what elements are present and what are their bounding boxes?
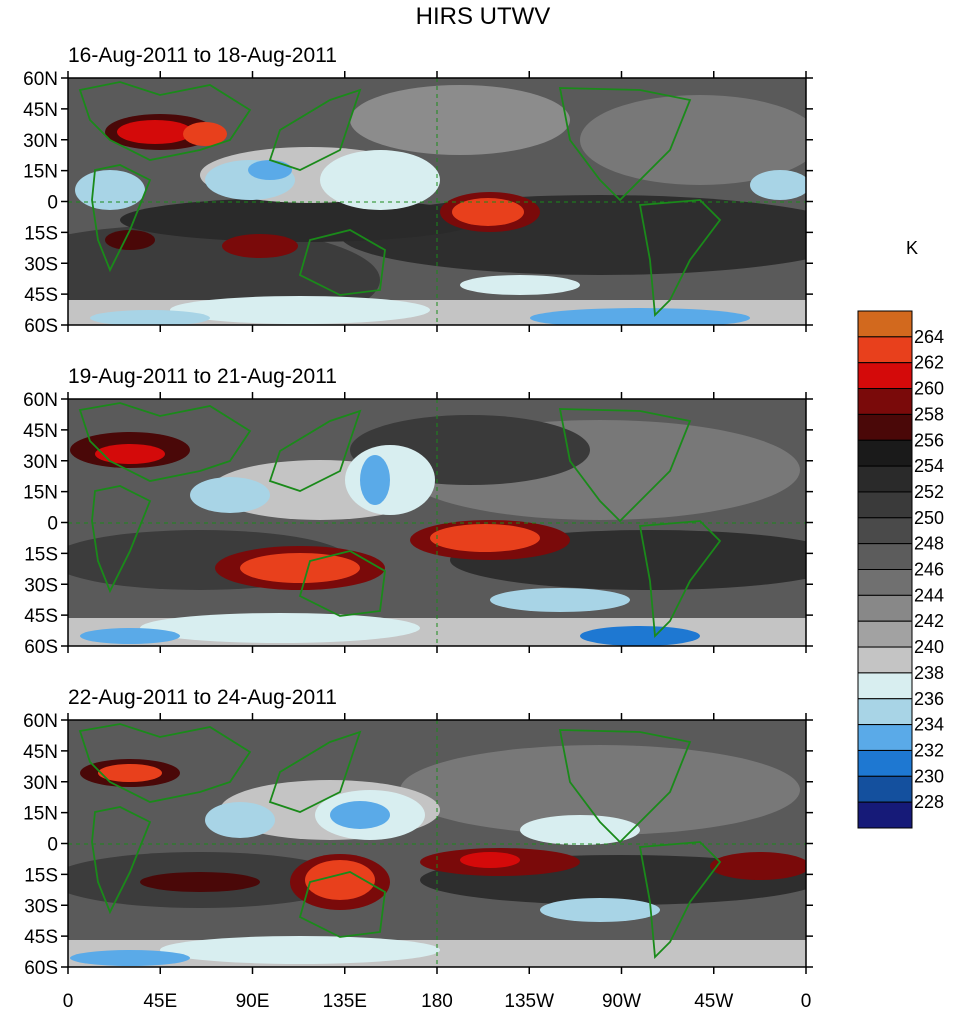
panel-1-title: 16-Aug-2011 to 18-Aug-2011 [68, 44, 337, 67]
lat-tick-label: 30S [24, 896, 58, 917]
colorbar-units-label: K [906, 238, 918, 258]
lat-tick-label: 45N [23, 100, 58, 121]
lat-tick-label: 15N [23, 162, 58, 183]
map-panel-2: 19-Aug-2011 to 21-Aug-2011 [67, 365, 807, 647]
colorbar: K 264 262 260 258 256 254 252 250 248 246 244 242 24… [857, 238, 944, 829]
colorbar-level-label: 262 [914, 353, 944, 373]
lat-tick-label: 60S [24, 637, 58, 658]
panel-2-title: 19-Aug-2011 to 21-Aug-2011 [68, 365, 337, 388]
colorbar-level-label: 228 [914, 792, 944, 812]
colorbar-swatch [857, 336, 913, 364]
colorbar-level-label: 234 [914, 715, 944, 735]
lon-tick-label: 90W [602, 991, 641, 1012]
lat-tick-label: 0 [47, 514, 58, 535]
colorbar-level-label: 254 [914, 456, 944, 476]
colorbar-level-label: 236 [914, 689, 944, 709]
colorbar-level-label: 242 [914, 611, 944, 631]
colorbar-swatch [857, 439, 913, 467]
lat-tick-label: 60N [23, 711, 58, 732]
colorbar-swatch [857, 672, 913, 700]
colorbar-swatch [857, 413, 913, 441]
colorbar-level-label: 264 [914, 327, 944, 347]
colorbar-swatch [857, 749, 913, 777]
lat-tick-label: 0 [47, 193, 58, 214]
colorbar-swatch [857, 465, 913, 493]
map-panel-1: 16-Aug-2011 to 18-Aug-2011 [67, 44, 807, 326]
colorbar-swatch [857, 594, 913, 622]
lat-tick-label: 15S [24, 865, 58, 886]
panel-1-field [68, 78, 806, 325]
map-panel-3: 22-Aug-2011 to 24-Aug-2011 [67, 686, 807, 968]
lat-tick-label: 45N [23, 421, 58, 442]
panel-2-field [68, 399, 806, 646]
lat-tick-label: 45S [24, 285, 58, 306]
lat-tick-label: 0 [47, 835, 58, 856]
panel-3-field [68, 720, 806, 967]
panel-3-title: 22-Aug-2011 to 24-Aug-2011 [68, 686, 337, 709]
lat-tick-label: 60N [23, 69, 58, 90]
lat-tick-label: 30S [24, 575, 58, 596]
lat-tick-label: 30N [23, 131, 58, 152]
colorbar-swatch [857, 569, 913, 596]
colorbar-swatch [857, 724, 913, 751]
colorbar-level-label: 260 [914, 379, 944, 399]
lat-tick-label: 15N [23, 804, 58, 825]
lon-tick-label: 135E [323, 991, 367, 1012]
lat-tick-label: 30N [23, 773, 58, 794]
lat-tick-label: 30N [23, 452, 58, 473]
colorbar-swatch [857, 388, 913, 415]
colorbar-swatch [857, 620, 913, 648]
colorbar-swatch [857, 517, 913, 545]
figure-title: HIRS UTWV [416, 3, 551, 30]
colorbar-swatch [857, 775, 913, 803]
lon-tick-label: 45E [143, 991, 177, 1012]
colorbar-swatch [857, 310, 913, 338]
colorbar-level-label: 256 [914, 430, 944, 450]
colorbar-level-label: 258 [914, 404, 944, 424]
colorbar-level-label: 232 [914, 740, 944, 760]
lon-tick-label: 45W [694, 991, 733, 1012]
lat-tick-label: 60S [24, 958, 58, 979]
colorbar-level-label: 240 [914, 637, 944, 657]
lat-tick-label: 60S [24, 316, 58, 337]
colorbar-swatch [857, 362, 913, 390]
lon-tick-label: 0 [63, 991, 74, 1012]
lon-tick-label: 90E [236, 991, 270, 1012]
colorbar-level-label: 246 [914, 560, 944, 580]
lat-tick-label: 45N [23, 742, 58, 763]
lat-tick-label: 15N [23, 483, 58, 504]
lat-tick-label: 15S [24, 544, 58, 565]
colorbar-level-label: 244 [914, 585, 944, 605]
colorbar-swatch [857, 801, 913, 829]
colorbar-swatch [857, 543, 913, 571]
colorbar-level-label: 248 [914, 534, 944, 554]
colorbar-level-label: 250 [914, 508, 944, 528]
colorbar-level-label: 238 [914, 663, 944, 683]
lat-tick-label: 60N [23, 390, 58, 411]
colorbar-swatch [857, 491, 913, 519]
lon-tick-label: 135W [504, 991, 554, 1012]
lat-tick-label: 15S [24, 223, 58, 244]
lat-tick-label: 45S [24, 927, 58, 948]
colorbar-swatch [857, 646, 913, 674]
lat-tick-label: 45S [24, 606, 58, 627]
axis-ticks: 60N 45N 30N 15N 0 15S 30S 45S 60S 60N 45N 30N 15N 0 15… [23, 69, 813, 1012]
lat-tick-label: 30S [24, 254, 58, 275]
colorbar-level-label: 230 [914, 766, 944, 786]
lon-tick-label: 180 [421, 991, 453, 1012]
colorbar-level-label: 252 [914, 482, 944, 502]
lon-tick-label: 0 [801, 991, 812, 1012]
colorbar-swatch [857, 698, 913, 726]
